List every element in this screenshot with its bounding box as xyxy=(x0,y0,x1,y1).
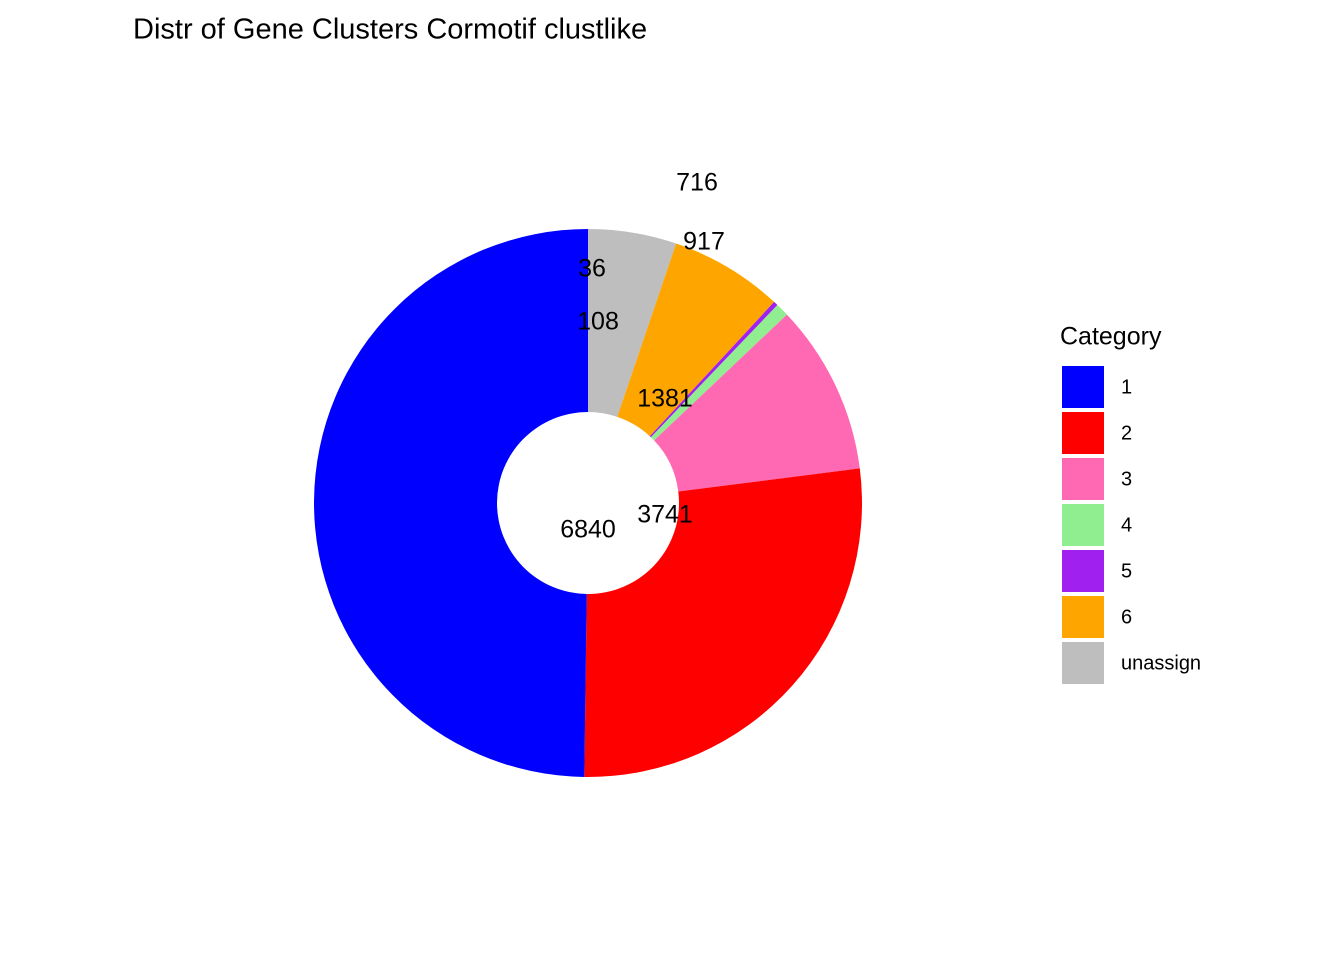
legend-swatch xyxy=(1062,642,1104,684)
legend-swatch xyxy=(1062,458,1104,500)
legend-label: 4 xyxy=(1121,514,1132,536)
value-label: 3741 xyxy=(637,501,693,529)
legend-swatch xyxy=(1062,504,1104,546)
legend-label: 3 xyxy=(1121,468,1132,490)
chart-title: Distr of Gene Clusters Cormotif clustlik… xyxy=(133,14,647,46)
value-label: 917 xyxy=(683,228,725,256)
donut-slice xyxy=(617,243,775,437)
value-label: 716 xyxy=(676,169,718,197)
legend-swatch xyxy=(1062,412,1104,454)
value-label: 1381 xyxy=(637,385,693,413)
donut-slice xyxy=(649,301,778,438)
legend-label: unassign xyxy=(1121,652,1201,674)
legend-swatch xyxy=(1062,596,1104,638)
legend-title: Category xyxy=(1060,323,1162,351)
donut-slice xyxy=(650,305,787,441)
value-label: 108 xyxy=(577,308,619,336)
donut-slice xyxy=(654,314,860,492)
donut-slice xyxy=(588,229,677,417)
legend-label: 5 xyxy=(1121,560,1132,582)
value-label: 6840 xyxy=(560,516,616,544)
value-label: 36 xyxy=(578,255,606,283)
legend-swatch xyxy=(1062,550,1104,592)
legend-label: 6 xyxy=(1121,606,1132,628)
donut-slice xyxy=(314,229,588,777)
donut-slice xyxy=(584,468,862,777)
legend-label: 2 xyxy=(1121,422,1132,444)
legend-swatch xyxy=(1062,366,1104,408)
legend-label: 1 xyxy=(1121,376,1132,398)
